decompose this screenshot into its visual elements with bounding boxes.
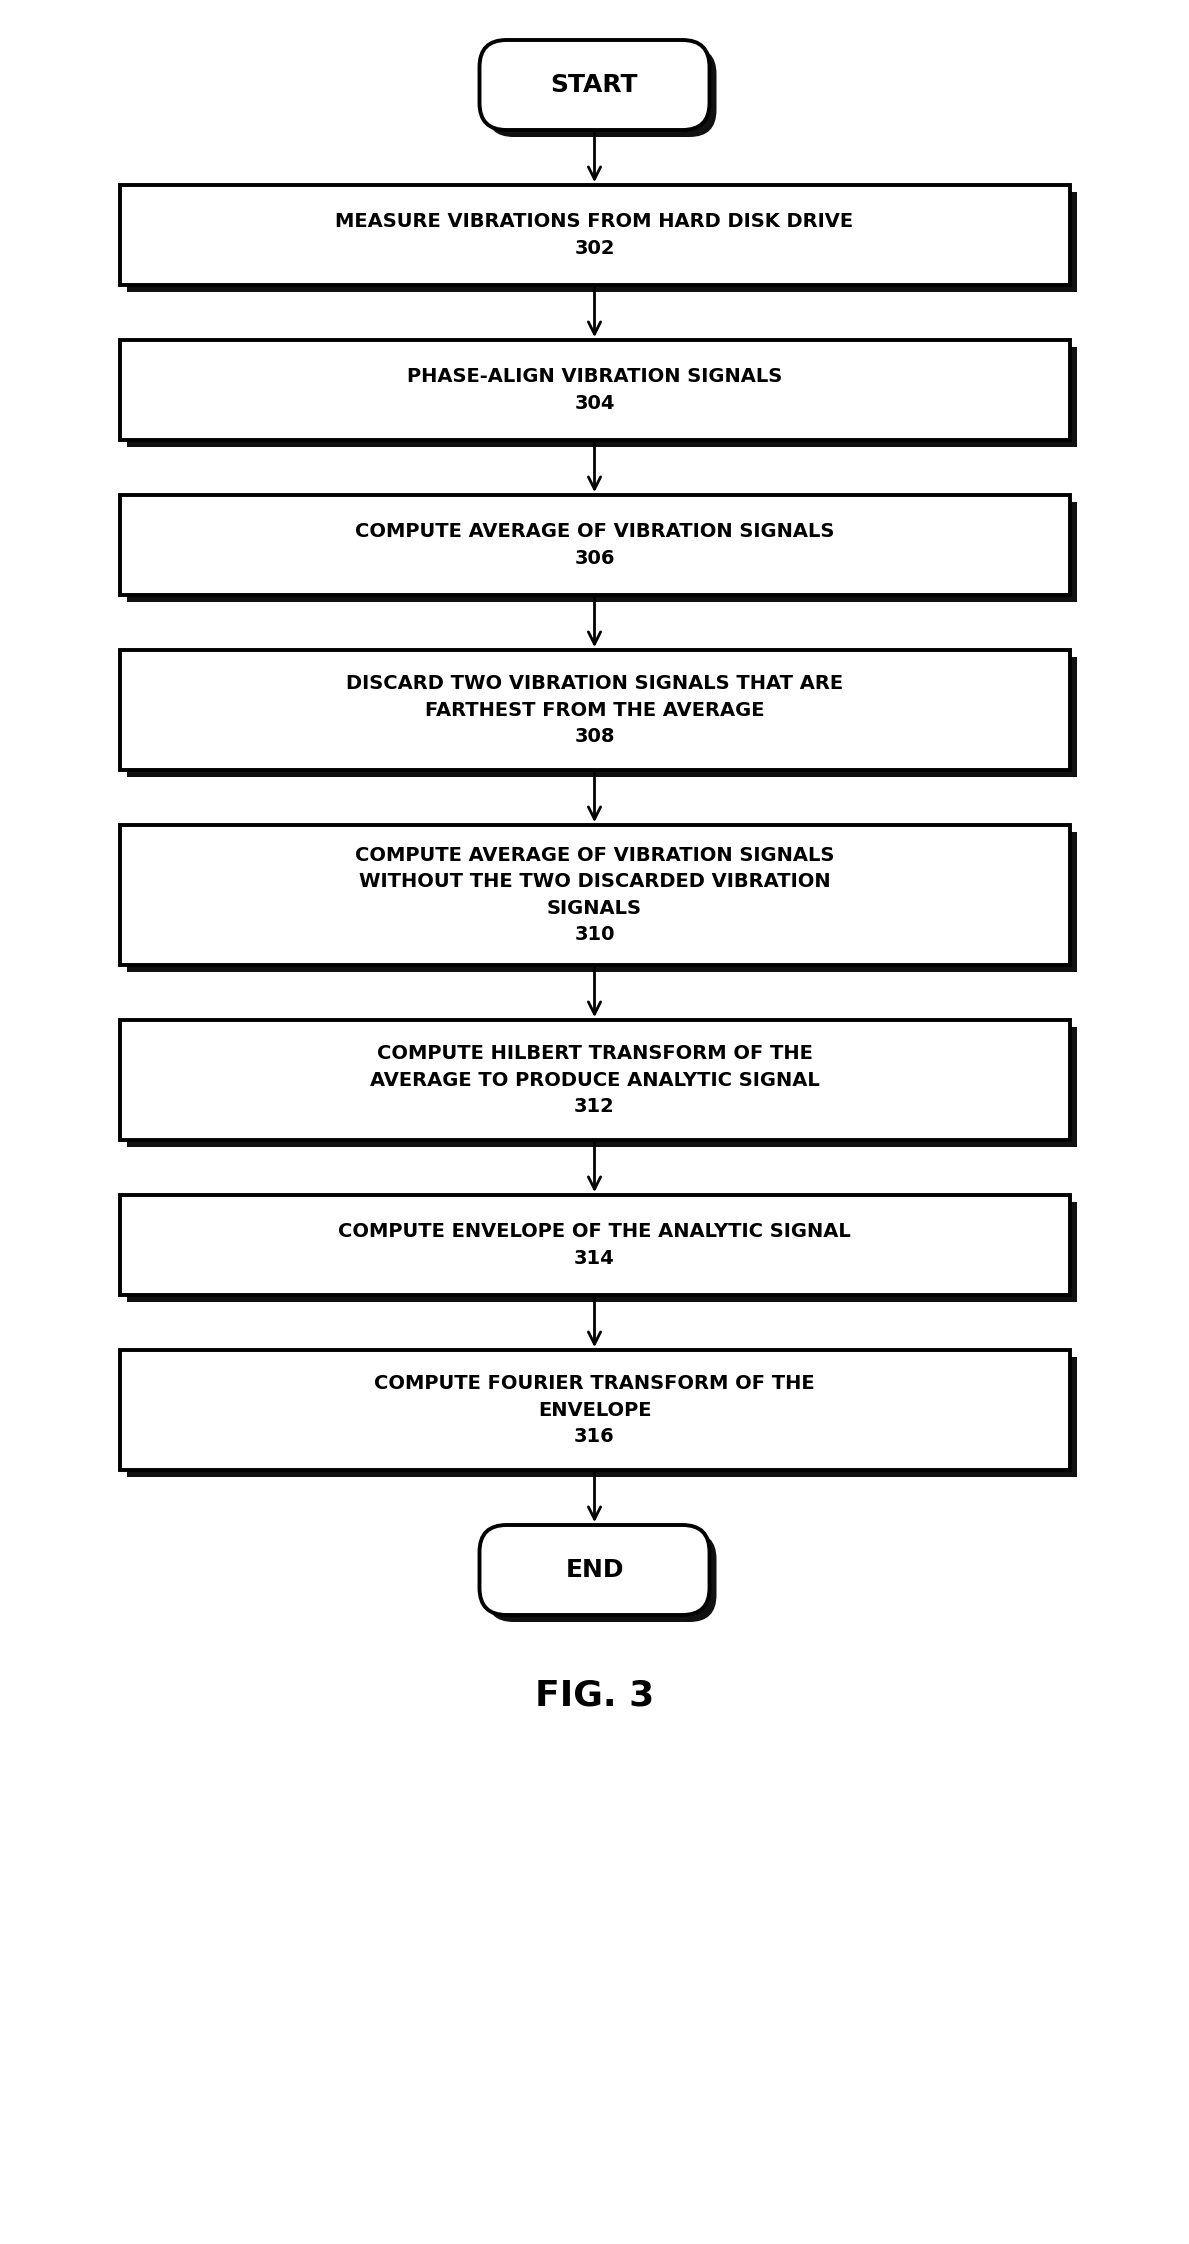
Bar xyxy=(126,1028,1076,1147)
Text: COMPUTE ENVELOPE OF THE ANALYTIC SIGNAL
314: COMPUTE ENVELOPE OF THE ANALYTIC SIGNAL … xyxy=(338,1223,851,1268)
Bar xyxy=(120,1021,1069,1140)
Bar xyxy=(120,496,1069,595)
Text: COMPUTE AVERAGE OF VIBRATION SIGNALS
306: COMPUTE AVERAGE OF VIBRATION SIGNALS 306 xyxy=(354,523,835,568)
FancyBboxPatch shape xyxy=(479,40,710,130)
Bar xyxy=(120,341,1069,440)
Bar xyxy=(126,657,1076,776)
FancyBboxPatch shape xyxy=(486,1533,717,1622)
Text: START: START xyxy=(551,74,638,96)
Text: FIG. 3: FIG. 3 xyxy=(535,1679,654,1712)
Text: PHASE-ALIGN VIBRATION SIGNALS
304: PHASE-ALIGN VIBRATION SIGNALS 304 xyxy=(407,368,782,413)
Bar xyxy=(126,503,1076,601)
Bar xyxy=(120,1196,1069,1295)
Text: COMPUTE FOURIER TRANSFORM OF THE
ENVELOPE
316: COMPUTE FOURIER TRANSFORM OF THE ENVELOP… xyxy=(375,1373,814,1445)
Text: MEASURE VIBRATIONS FROM HARD DISK DRIVE
302: MEASURE VIBRATIONS FROM HARD DISK DRIVE … xyxy=(335,213,854,258)
Bar xyxy=(126,1203,1076,1302)
Bar xyxy=(120,1351,1069,1470)
Bar xyxy=(126,348,1076,447)
Text: DISCARD TWO VIBRATION SIGNALS THAT ARE
FARTHEST FROM THE AVERAGE
308: DISCARD TWO VIBRATION SIGNALS THAT ARE F… xyxy=(346,673,843,745)
Bar xyxy=(120,184,1069,285)
Bar xyxy=(126,833,1076,972)
Text: END: END xyxy=(565,1557,624,1582)
FancyBboxPatch shape xyxy=(479,1526,710,1616)
Bar xyxy=(120,651,1069,770)
Bar xyxy=(120,826,1069,965)
FancyBboxPatch shape xyxy=(486,47,717,137)
Bar xyxy=(126,1358,1076,1477)
Text: COMPUTE AVERAGE OF VIBRATION SIGNALS
WITHOUT THE TWO DISCARDED VIBRATION
SIGNALS: COMPUTE AVERAGE OF VIBRATION SIGNALS WIT… xyxy=(354,846,835,945)
Text: COMPUTE HILBERT TRANSFORM OF THE
AVERAGE TO PRODUCE ANALYTIC SIGNAL
312: COMPUTE HILBERT TRANSFORM OF THE AVERAGE… xyxy=(370,1043,819,1115)
Bar xyxy=(126,193,1076,292)
